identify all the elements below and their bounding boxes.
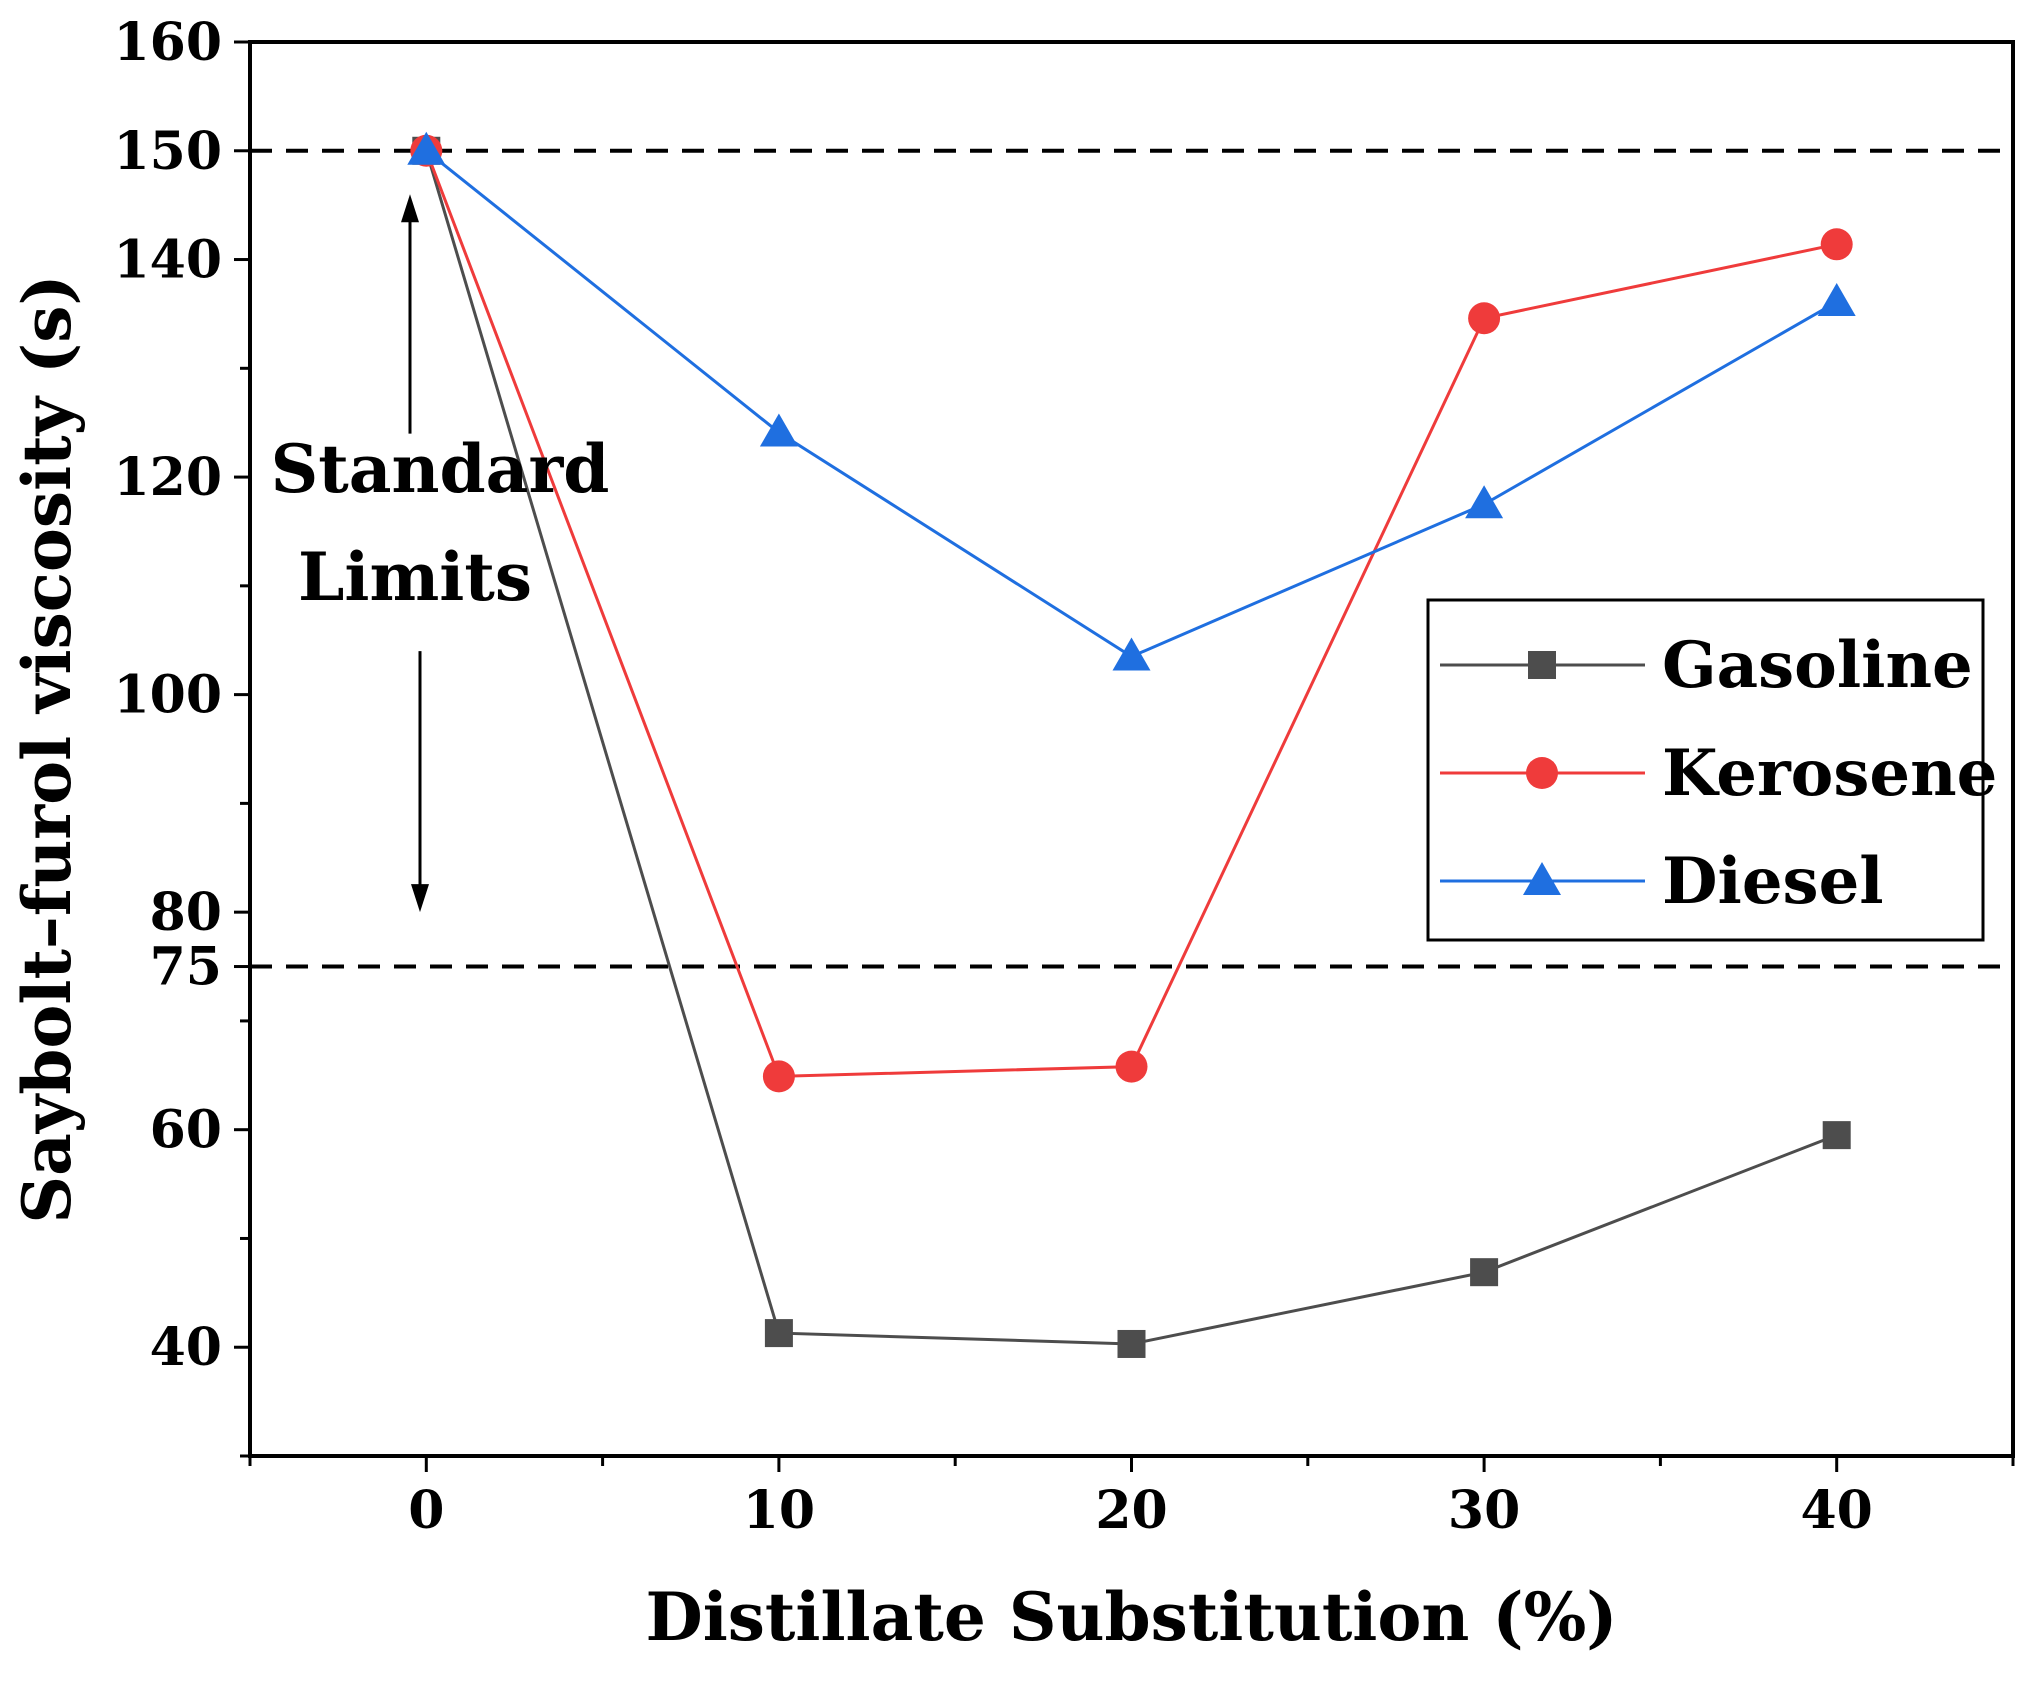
y-tick-label: 60 — [150, 1100, 222, 1161]
legend-label-diesel: Diesel — [1662, 844, 1884, 919]
x-tick-label: 20 — [1095, 1480, 1167, 1541]
legend-marker-gasoline — [1528, 651, 1556, 679]
y-tick-label: 75 — [150, 937, 222, 998]
legend-item-diesel: Diesel — [1440, 844, 1884, 919]
x-tick-label: 0 — [408, 1480, 444, 1541]
data-point-kerosene — [1115, 1050, 1148, 1083]
data-point-kerosene — [1468, 302, 1501, 335]
legend-label-kerosene: Kerosene — [1662, 736, 1997, 811]
annotation-text-line2: Limits — [298, 538, 532, 616]
standard-limits-annotation: Standard Limits — [271, 194, 610, 913]
legend-label-gasoline: Gasoline — [1662, 628, 1973, 703]
legend-item-kerosene: Kerosene — [1440, 736, 1997, 811]
x-tick-label: 10 — [743, 1480, 815, 1541]
legend-marker-kerosene — [1526, 757, 1558, 789]
legend-marker-diesel — [1523, 862, 1561, 895]
y-axis-title: Saybolt–furol viscosity (s) — [8, 274, 86, 1223]
series-diesel — [407, 131, 1856, 671]
y-tick-label: 150 — [113, 121, 222, 182]
y-tick-label: 100 — [113, 665, 222, 726]
x-axis: 0 10 20 30 40 — [248, 1456, 2015, 1541]
legend-symbol-kerosene — [1526, 757, 1558, 789]
y-tick-label: 120 — [113, 447, 222, 508]
data-point-gasoline — [1470, 1258, 1499, 1287]
legend-box — [1426, 598, 1985, 942]
annotation-text-line1: Standard — [271, 430, 610, 508]
data-point-diesel — [1112, 637, 1151, 671]
data-point-diesel — [407, 131, 446, 165]
series-line-diesel — [425, 149, 1838, 659]
arrow-up-head — [401, 194, 419, 223]
y-tick-label: 40 — [150, 1317, 222, 1378]
reference-lines — [250, 148, 2013, 969]
y-tick-label: 80 — [150, 882, 222, 943]
series-kerosene — [410, 134, 1853, 1093]
data-point-diesel — [759, 413, 798, 447]
legend-item-gasoline: Gasoline — [1440, 628, 1973, 703]
data-point-kerosene — [1820, 228, 1853, 261]
data-point-gasoline — [1117, 1329, 1146, 1358]
legend: Gasoline Kerosene Diesel — [1426, 598, 1997, 942]
x-axis-title: Distillate Substitution (%) — [645, 1578, 1617, 1656]
legend-symbol-diesel — [1523, 862, 1561, 895]
x-tick-label: 30 — [1448, 1480, 1520, 1541]
y-tick-label: 140 — [113, 230, 222, 291]
legend-symbol-gasoline — [1528, 651, 1556, 679]
data-point-diesel — [1817, 282, 1856, 316]
series-layer — [407, 131, 1856, 1358]
data-point-diesel — [1465, 485, 1504, 519]
x-tick-label: 40 — [1801, 1480, 1873, 1541]
arrow-down-head — [411, 884, 429, 913]
data-point-kerosene — [762, 1060, 795, 1093]
data-point-gasoline — [1822, 1121, 1851, 1150]
y-tick-label: 160 — [113, 12, 222, 73]
data-point-gasoline — [764, 1319, 793, 1348]
